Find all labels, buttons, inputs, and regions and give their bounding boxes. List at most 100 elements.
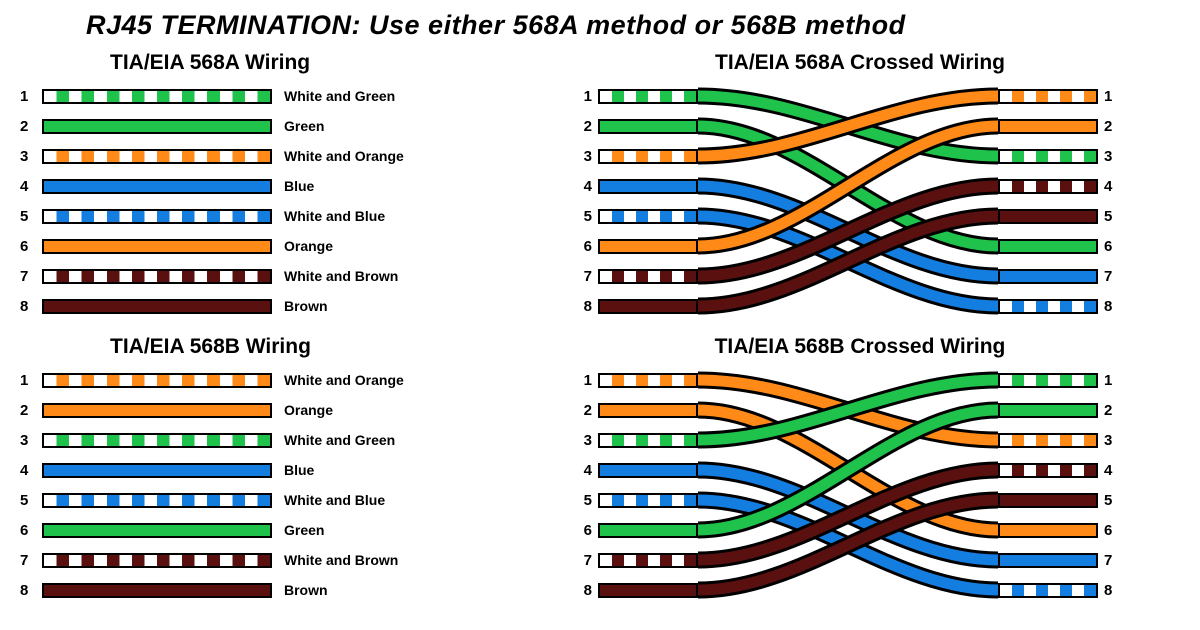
pin-number: 4 [580, 178, 598, 195]
wire-stub [998, 179, 1098, 194]
cross-row: 4 [998, 455, 1116, 485]
wire-stub [998, 493, 1098, 508]
panel-568a-crossed: TIA/EIA 568A Crossed Wiring 123456781234… [580, 47, 1140, 321]
pin-number: 8 [20, 582, 42, 599]
wire-stub [998, 269, 1098, 284]
cross-row: 2 [998, 111, 1116, 141]
wire-stub [598, 493, 698, 508]
wire-bar [42, 463, 272, 478]
wire-stub [598, 373, 698, 388]
cross-row: 7 [580, 545, 698, 575]
wire-row: 3White and Orange [20, 141, 520, 171]
wire-label: Green [284, 118, 324, 134]
cross-row: 2 [580, 395, 698, 425]
panel-568a-straight: TIA/EIA 568A Wiring 1 White and Green 2Gre… [20, 47, 520, 321]
pin-number: 7 [580, 552, 598, 569]
pin-number: 1 [1098, 372, 1116, 389]
wire-stub [998, 373, 1098, 388]
cross-row: 1 [998, 365, 1116, 395]
cross-row: 1 [580, 365, 698, 395]
cross-row: 4 [580, 455, 698, 485]
pin-number: 4 [1098, 462, 1116, 479]
pin-number: 6 [580, 522, 598, 539]
wire-label: Blue [284, 178, 314, 194]
wire-bar [42, 403, 272, 418]
pin-number: 6 [580, 238, 598, 255]
row-568a: TIA/EIA 568A Wiring 1White and Green2Gre… [20, 47, 1180, 321]
pin-number: 1 [580, 88, 598, 105]
wire-row: 1 White and Orange [20, 365, 520, 395]
wire-stub [598, 523, 698, 538]
stub-col-right: 12345678 [998, 81, 1116, 321]
wire-row: 2Green [20, 111, 520, 141]
pin-number: 4 [1098, 178, 1116, 195]
stub-col-left: 12345678 [580, 81, 698, 321]
wire-stub [598, 553, 698, 568]
pin-number: 3 [20, 432, 42, 449]
pin-number: 7 [580, 268, 598, 285]
wire-row: 8Brown [20, 291, 520, 321]
pin-number: 7 [1098, 268, 1116, 285]
wire-list: 1 White and Green 2Green3White and Orange4… [20, 81, 520, 321]
panel-568b-straight: TIA/EIA 568B Wiring 1White and Orange2Or… [20, 331, 520, 605]
wire-stub [598, 119, 698, 134]
wire-label: White and Orange [284, 148, 404, 164]
cross-row: 2 [580, 111, 698, 141]
wire-label: Green [284, 522, 324, 538]
pin-number: 1 [580, 372, 598, 389]
wire-label: White and Brown [284, 268, 398, 284]
cross-row: 7 [580, 261, 698, 291]
cross-row: 5 [580, 201, 698, 231]
wire-stub [998, 119, 1098, 134]
pin-number: 1 [20, 88, 42, 105]
pin-number: 3 [1098, 432, 1116, 449]
pin-number: 1 [20, 372, 42, 389]
wire-stub [998, 209, 1098, 224]
wire-bar [42, 89, 272, 104]
pin-number: 7 [20, 552, 42, 569]
wire-row: 1 White and Green [20, 81, 520, 111]
wire-row: 4Blue [20, 171, 520, 201]
pin-number: 8 [580, 298, 598, 315]
pin-number: 8 [580, 582, 598, 599]
pin-number: 8 [1098, 298, 1116, 315]
panel-title: TIA/EIA 568A Wiring [20, 51, 520, 75]
wire-bar [42, 269, 272, 284]
wire-stub [598, 269, 698, 284]
wire-row: 2Orange [20, 395, 520, 425]
diagram-grid: TIA/EIA 568A Wiring 1White and Green2Gre… [0, 47, 1200, 605]
wire-label: White and Green [284, 88, 395, 104]
cross-diagram: 1234567812345678 [580, 365, 1140, 605]
wire-bar [42, 179, 272, 194]
pin-number: 2 [20, 402, 42, 419]
cross-diagram: 1234567812345678 [580, 81, 1140, 321]
cross-row: 3 [580, 425, 698, 455]
wire-row: 3White and Green [20, 425, 520, 455]
wire-stub [598, 239, 698, 254]
cross-row: 8 [998, 291, 1116, 321]
wire-stub [598, 209, 698, 224]
cross-row: 3 [580, 141, 698, 171]
wire-label: Orange [284, 238, 333, 254]
wire-stub [598, 299, 698, 314]
wire-label: White and Orange [284, 372, 404, 388]
panel-title: TIA/EIA 568B Crossed Wiring [580, 335, 1140, 359]
cross-row: 4 [998, 171, 1116, 201]
pin-number: 3 [580, 432, 598, 449]
wire-list: 1 White and Orange 2Orange3White and Green… [20, 365, 520, 605]
pin-number: 6 [20, 522, 42, 539]
pin-number: 6 [1098, 522, 1116, 539]
wire-bar [42, 299, 272, 314]
pin-number: 5 [580, 492, 598, 509]
pin-number: 5 [1098, 492, 1116, 509]
wire-row: 8Brown [20, 575, 520, 605]
cross-mid [698, 81, 998, 321]
cross-row: 3 [998, 425, 1116, 455]
wire-stub [998, 149, 1098, 164]
wire-row: 5White and Blue [20, 485, 520, 515]
cross-container: 1234567812345678 [580, 81, 1140, 321]
wire-stub [598, 149, 698, 164]
wire-bar [42, 119, 272, 134]
cross-row: 6 [998, 231, 1116, 261]
wire-bar [42, 523, 272, 538]
